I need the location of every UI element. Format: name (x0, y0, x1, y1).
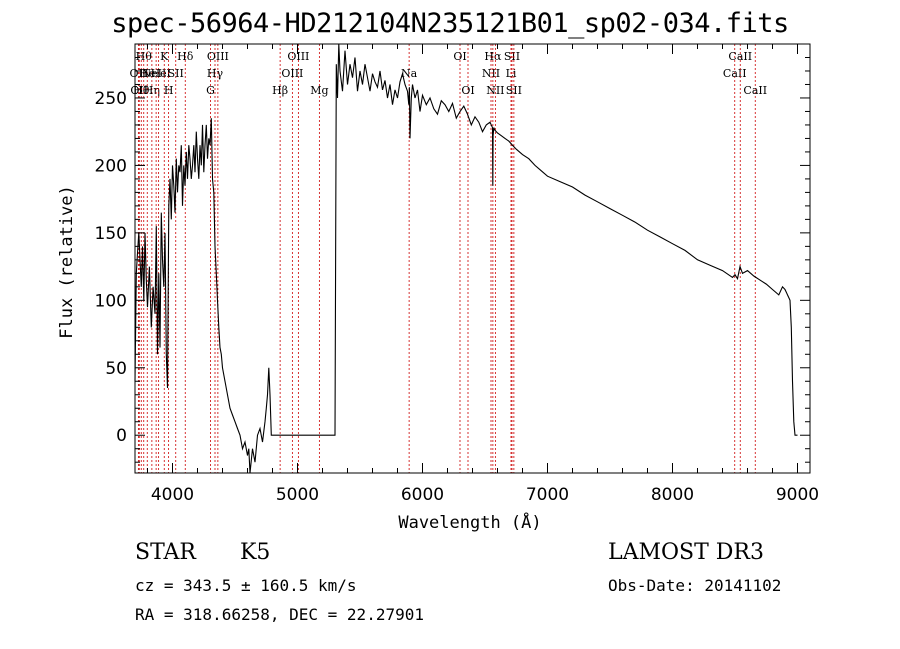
x-tick-label: 6000 (401, 485, 444, 505)
x-tick-label: 9000 (776, 485, 819, 505)
line-markers: OIIOIIHθHθHeHηNeIIIHeKHSIIHδGHγOIIIHβOII… (130, 44, 767, 473)
line-marker-label: Hα (484, 50, 502, 63)
line-marker-label: OII (130, 67, 148, 80)
line-marker-label: OIII (207, 50, 229, 63)
line-marker-label: He (151, 67, 167, 80)
spectrum-series-line (134, 43, 798, 474)
line-marker-label: Hβ (272, 84, 288, 97)
line-marker-label: Hδ (177, 50, 194, 63)
y-tick-label: 150 (95, 224, 127, 244)
chart-title: spec-56964-HD212104N235121B01_sp02-034.f… (111, 8, 789, 39)
x-tick-label: 7000 (526, 485, 569, 505)
y-tick-label: 50 (105, 359, 127, 379)
object-class: STAR (135, 540, 196, 565)
line-marker-label: NII (486, 84, 504, 97)
line-marker-label: K (160, 50, 169, 63)
line-marker-label: Hθ (133, 84, 150, 97)
y-tick-label: 0 (116, 426, 127, 446)
x-axis: 4000 5000 6000 7000 8000 9000 (147, 44, 819, 505)
x-tick-label: 8000 (651, 485, 694, 505)
y-tick-label: 100 (95, 291, 127, 311)
line-marker-label: OIII (281, 67, 303, 80)
y-tick-label: 200 (95, 156, 127, 176)
line-marker-label: OIII (287, 50, 309, 63)
x-tick-label: 5000 (276, 485, 319, 505)
line-marker-label: G (206, 84, 215, 97)
y-axis: 0 50 100 150 200 250 (95, 56, 810, 463)
x-tick-label: 4000 (151, 485, 194, 505)
line-marker-label: Mg (310, 84, 328, 97)
line-marker-label: H (164, 84, 174, 97)
line-marker-label: SII (506, 84, 522, 97)
y-tick-label: 250 (95, 89, 127, 109)
obs-date: Obs-Date: 20141102 (608, 576, 782, 595)
line-marker-label: OI (461, 84, 474, 97)
line-marker-label: SII (504, 50, 520, 63)
line-marker-label: CaII (723, 67, 747, 80)
line-marker-label: Hθ (136, 50, 153, 63)
coordinates: RA = 318.66258, DEC = 22.27901 (135, 605, 424, 624)
plot-frame (134, 43, 811, 474)
object-subclass: K5 (240, 540, 271, 565)
line-marker-label: NeIII (142, 67, 171, 80)
line-marker-label: Na (401, 67, 418, 80)
line-marker-label: NII (482, 67, 500, 80)
survey-name: LAMOST DR3 (608, 540, 764, 565)
line-marker-label: CaII (743, 84, 767, 97)
y-axis-label: Flux (relative) (57, 185, 77, 339)
line-marker-label: OI (453, 50, 466, 63)
line-marker-label: Hγ (207, 67, 224, 80)
redshift-value: cz = 343.5 ± 160.5 km/s (135, 576, 357, 595)
line-marker-label: CaII (728, 50, 752, 63)
x-axis-label: Wavelength (Å) (398, 511, 541, 533)
line-marker-label: He (139, 67, 155, 80)
line-marker-label: SII (168, 67, 184, 80)
line-marker-label: Hη (144, 84, 160, 97)
line-marker-label: Li (506, 67, 517, 80)
